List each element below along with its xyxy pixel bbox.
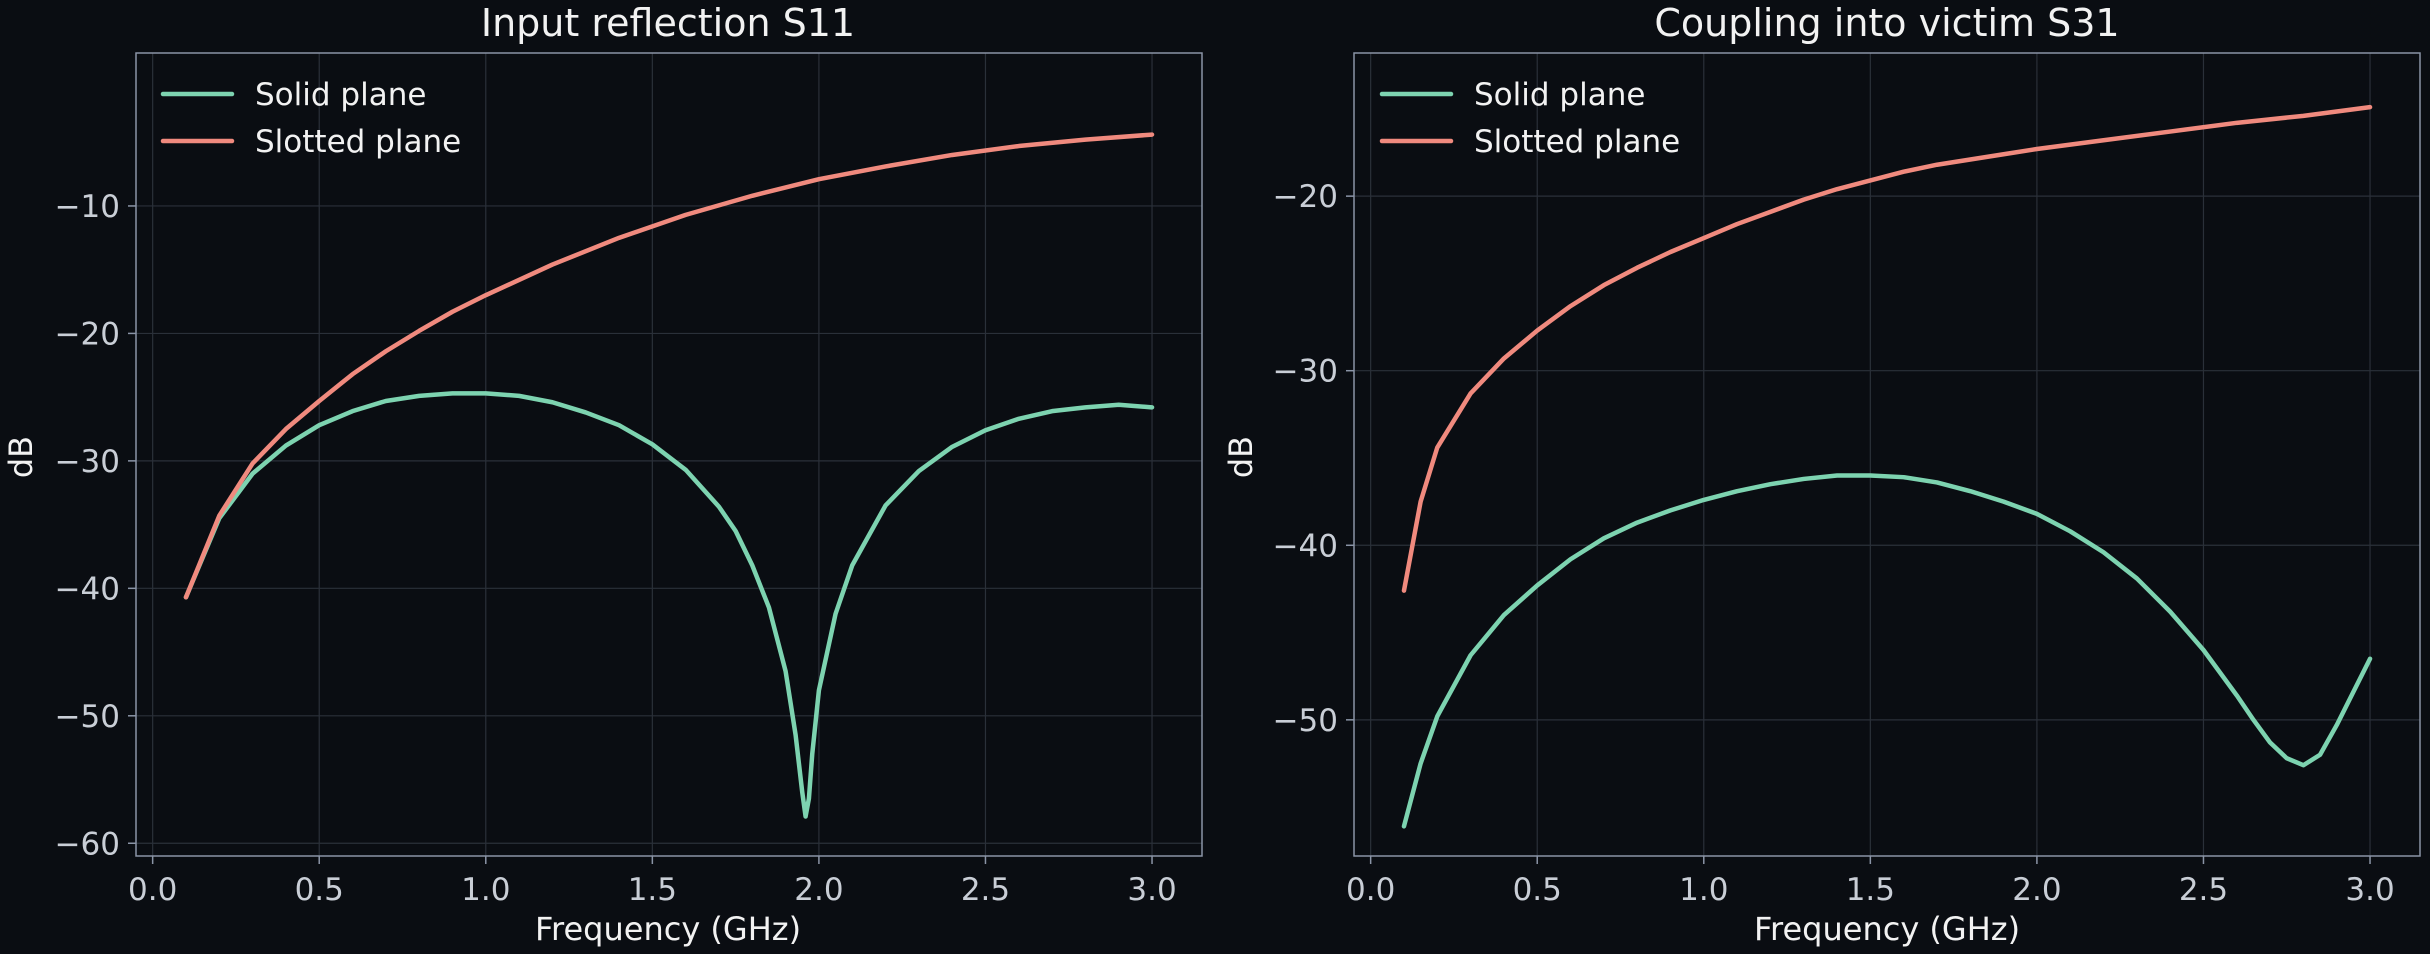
x-tick-label: 0.0 [1346, 872, 1395, 908]
s11-chart-panel: Input reflection S11 Frequency (GHz) dB … [2, 1, 1203, 948]
y-tick-label: −40 [1273, 528, 1338, 564]
x-axis-label: Frequency (GHz) [535, 910, 801, 948]
series-line-solid-plane [183, 391, 1155, 819]
x-tick-label: 3.0 [1127, 872, 1176, 908]
series-line-slotted-plane [183, 132, 1155, 600]
legend-label-solid-plane: Solid plane [1474, 77, 1645, 113]
x-tick-label: 3.0 [2345, 872, 2394, 908]
x-axis-label: Frequency (GHz) [1754, 910, 2020, 948]
y-tick-label: −20 [1273, 179, 1338, 215]
plot-lines [183, 132, 1155, 819]
s31-chart-panel: Coupling into victim S31 Frequency (GHz)… [1222, 1, 2421, 948]
gridlines [1354, 53, 2420, 856]
chart-title: Coupling into victim S31 [1654, 1, 2119, 45]
x-tick-label: 1.5 [628, 872, 677, 908]
y-axis-label: dB [2, 436, 40, 478]
x-tick-label: 1.5 [1846, 872, 1895, 908]
y-tick-label: −20 [55, 316, 120, 352]
plot-frame [1353, 52, 2421, 857]
y-axis-label: dB [1222, 436, 1260, 478]
x-tick-label: 0.5 [295, 872, 344, 908]
x-tick-label: 2.5 [2179, 872, 2228, 908]
y-tick-label: −60 [55, 826, 120, 862]
x-tick-label: 0.5 [1513, 872, 1562, 908]
x-tick-label: 1.0 [461, 872, 510, 908]
legend-label-slotted-plane: Slotted plane [255, 124, 461, 160]
legend: Solid plane Slotted plane [1379, 77, 1680, 160]
x-tick-label: 0.0 [128, 872, 177, 908]
x-tick-label: 1.0 [1679, 872, 1728, 908]
plot-lines [1401, 104, 2373, 829]
legend-label-slotted-plane: Slotted plane [1474, 124, 1680, 160]
y-tick-label: −30 [55, 444, 120, 480]
series-line-slotted-plane [1401, 104, 2373, 593]
axis-ticks: 0.0 0.5 1.0 1.5 2.0 2.5 3.0 −50 −40 −30 −20 [1273, 179, 2395, 908]
x-tick-label: 2.5 [961, 872, 1010, 908]
x-tick-label: 2.0 [794, 872, 843, 908]
y-tick-label: −50 [1273, 703, 1338, 739]
y-tick-label: −30 [1273, 354, 1338, 390]
gridlines [136, 53, 1202, 856]
x-tick-label: 2.0 [2012, 872, 2061, 908]
chart-title: Input reflection S11 [481, 1, 855, 45]
y-tick-label: −10 [55, 189, 120, 225]
y-tick-label: −40 [55, 571, 120, 607]
legend-label-solid-plane: Solid plane [255, 77, 426, 113]
legend: Solid plane Slotted plane [160, 77, 461, 160]
y-tick-label: −50 [55, 699, 120, 735]
series-line-solid-plane [1401, 473, 2373, 829]
axis-ticks: 0.0 0.5 1.0 1.5 2.0 2.5 3.0 −60 −50 −40 −30 −20 −10 [55, 189, 1177, 908]
plot-frame [135, 52, 1203, 857]
